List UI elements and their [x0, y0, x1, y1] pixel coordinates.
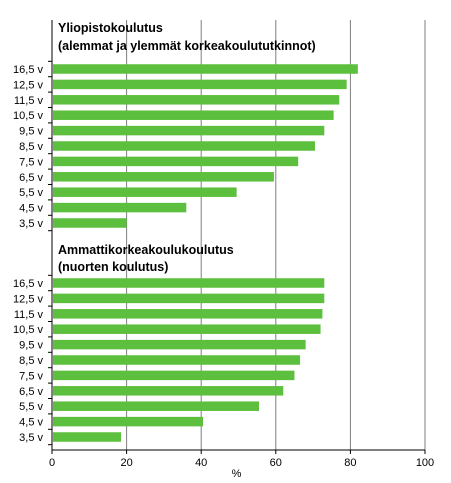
bar-5-5-v [53, 401, 260, 411]
bar-7-5-v [53, 370, 295, 381]
panel1-category-labels: 16,5 v 12,5 v 11,5 v 10,5 v 9,5 v 8,5 v 7,5 v 6… [13, 64, 43, 230]
panel-ammattikorkeakoulukoulutus: Ammattikorkeakoulukoulutus (nuorten koul… [13, 243, 325, 444]
bar-4-5-v [53, 202, 187, 213]
x-tick-label-80: 80 [344, 457, 356, 469]
category-label: 9,5 v [19, 340, 43, 352]
bar-9-5-v [53, 339, 306, 350]
category-label: 8,5 v [19, 355, 43, 367]
category-label: 16,5 v [13, 64, 43, 76]
category-label: 5,5 v [19, 401, 43, 413]
bar-6-5-v [53, 386, 284, 396]
category-label: 11,5 v [14, 309, 44, 321]
panel2-title-line2: (nuorten koulutus) [58, 260, 168, 274]
x-tick-labels: 0 20 40 60 80 100 [49, 450, 434, 469]
bar-7-5-v [53, 156, 299, 167]
bar-9-5-v [53, 125, 325, 136]
category-label: 12,5 v [13, 293, 43, 305]
category-label: 3,5 v [19, 218, 43, 230]
x-tick-label-40: 40 [195, 457, 207, 469]
bar-10-5-v [53, 110, 334, 120]
panel1-bars [53, 64, 358, 228]
category-label: 5,5 v [19, 187, 43, 199]
bar-12-5-v [53, 293, 325, 304]
bar-16-5-v [53, 64, 358, 74]
bar-8-5-v [53, 355, 301, 365]
category-label: 4,5 v [19, 417, 43, 429]
bar-11-5-v [53, 95, 340, 105]
panel2-title-line1: Ammattikorkeakoulukoulutus [58, 243, 234, 257]
panel2-bars [53, 278, 325, 442]
category-label: 3,5 v [19, 432, 43, 444]
category-label: 12,5 v [13, 79, 43, 91]
axes: 0 20 40 60 80 100 % [48, 20, 434, 480]
bar-5-5-v [53, 187, 237, 197]
category-label: 11,5 v [14, 95, 44, 107]
bar-3-5-v [53, 432, 122, 442]
bar-11-5-v [53, 309, 323, 319]
category-label: 8,5 v [19, 141, 43, 153]
category-label: 7,5 v [19, 156, 43, 168]
bar-10-5-v [53, 324, 321, 334]
x-tick-label-60: 60 [270, 457, 282, 469]
panel1-title-line1: Yliopistokoulutus [58, 21, 163, 35]
category-label: 10,5 v [13, 324, 43, 336]
bar-6-5-v [53, 172, 274, 182]
bar-3-5-v [53, 218, 127, 228]
x-tick-label-20: 20 [120, 457, 132, 469]
x-tick-label-0: 0 [49, 457, 55, 469]
bar-16-5-v [53, 278, 325, 288]
category-label: 6,5 v [19, 172, 43, 184]
category-label: 9,5 v [19, 126, 43, 138]
bar-4-5-v [53, 416, 204, 427]
category-label: 7,5 v [19, 370, 43, 382]
category-label: 6,5 v [19, 386, 43, 398]
bar-8-5-v [53, 141, 315, 151]
bar-12-5-v [53, 79, 347, 90]
x-tick-label-100: 100 [416, 457, 434, 469]
panel-yliopistokoulutus: Yliopistokoulutus (alemmat ja ylemmät ko… [13, 21, 358, 230]
panel1-title-line2: (alemmat ja ylemmät korkeakoulututkinnot… [58, 39, 316, 53]
category-label: 4,5 v [19, 203, 43, 215]
category-label: 10,5 v [13, 110, 43, 122]
category-label: 16,5 v [13, 278, 43, 290]
panel2-category-labels: 16,5 v 12,5 v 11,5 v 10,5 v 9,5 v 8,5 v 7,5 v 6… [13, 278, 43, 444]
x-axis-label: % [232, 468, 242, 480]
